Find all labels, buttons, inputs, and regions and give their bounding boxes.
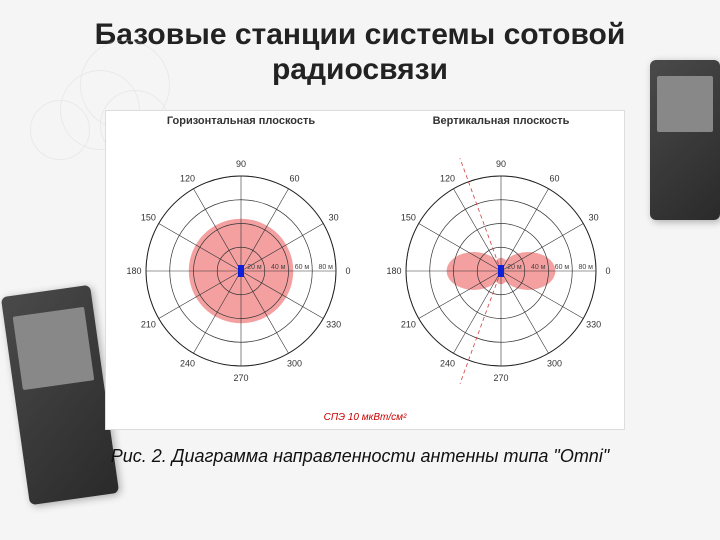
svg-text:240: 240	[440, 359, 455, 369]
svg-text:150: 150	[141, 213, 156, 223]
svg-text:60 м: 60 м	[555, 264, 570, 271]
svg-text:60 м: 60 м	[295, 264, 310, 271]
svg-text:330: 330	[586, 320, 601, 330]
polar-left: 906030033030027024021018015012020 м40 м6…	[121, 141, 361, 401]
svg-text:0: 0	[345, 266, 350, 276]
figure-legend: СПЭ 10 мкВт/см²	[106, 412, 624, 423]
svg-text:150: 150	[401, 213, 416, 223]
svg-text:60: 60	[549, 173, 559, 183]
svg-text:90: 90	[236, 159, 246, 169]
svg-text:300: 300	[547, 359, 562, 369]
svg-text:210: 210	[401, 320, 416, 330]
svg-text:30: 30	[329, 213, 339, 223]
decorative-phone-right	[650, 60, 720, 220]
svg-text:40 м: 40 м	[271, 264, 286, 271]
svg-text:210: 210	[141, 320, 156, 330]
svg-text:90: 90	[496, 159, 506, 169]
svg-text:120: 120	[440, 173, 455, 183]
svg-text:30: 30	[589, 213, 599, 223]
svg-text:60: 60	[289, 173, 299, 183]
svg-text:40 м: 40 м	[531, 264, 546, 271]
svg-text:270: 270	[493, 373, 508, 383]
svg-text:80 м: 80 м	[578, 264, 593, 271]
svg-text:180: 180	[386, 266, 401, 276]
svg-text:20 м: 20 м	[247, 264, 262, 271]
figure-caption: Рис. 2. Диаграмма направленности антенны…	[0, 445, 720, 468]
decorative-phone-left	[1, 285, 119, 505]
polar-right: 906030033030027024021018015012020 м40 м6…	[381, 141, 621, 401]
svg-text:120: 120	[180, 173, 195, 183]
svg-text:240: 240	[180, 359, 195, 369]
figure-panel: Горизонтальная плоскость Вертикальная пл…	[105, 110, 625, 430]
svg-text:180: 180	[126, 266, 141, 276]
svg-text:270: 270	[233, 373, 248, 383]
svg-text:20 м: 20 м	[507, 264, 522, 271]
subplot-title-right: Вертикальная плоскость	[376, 115, 626, 127]
svg-text:80 м: 80 м	[318, 264, 333, 271]
subplot-title-left: Горизонтальная плоскость	[116, 115, 366, 127]
svg-text:330: 330	[326, 320, 341, 330]
svg-text:300: 300	[287, 359, 302, 369]
svg-text:0: 0	[605, 266, 610, 276]
